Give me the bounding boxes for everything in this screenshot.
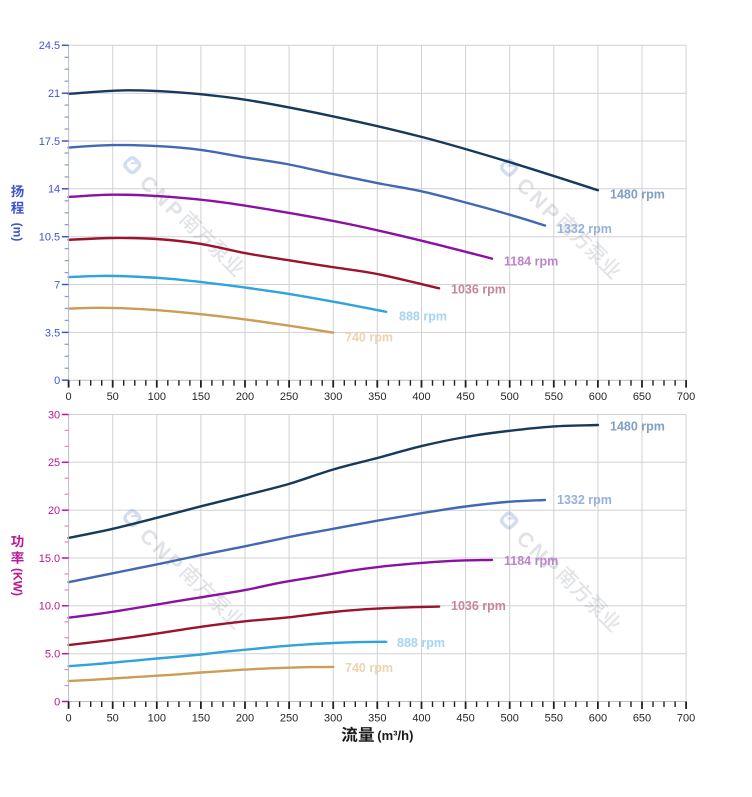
svg-text:740 rpm: 740 rpm bbox=[345, 661, 393, 675]
svg-text:30: 30 bbox=[48, 409, 60, 421]
svg-text:400: 400 bbox=[412, 391, 430, 403]
svg-text:600: 600 bbox=[589, 713, 607, 725]
svg-text:21: 21 bbox=[48, 88, 60, 100]
svg-text:5.0: 5.0 bbox=[45, 649, 60, 661]
svg-text:200: 200 bbox=[236, 713, 254, 725]
svg-text:1332 rpm: 1332 rpm bbox=[557, 493, 612, 507]
svg-text:1036 rpm: 1036 rpm bbox=[451, 283, 506, 297]
svg-text:50: 50 bbox=[107, 713, 119, 725]
svg-text:25: 25 bbox=[48, 457, 60, 469]
svg-text:740 rpm: 740 rpm bbox=[345, 331, 393, 345]
svg-text:1036 rpm: 1036 rpm bbox=[451, 599, 506, 613]
svg-text:24.5: 24.5 bbox=[39, 40, 60, 52]
svg-text:10.5: 10.5 bbox=[39, 232, 60, 244]
svg-text:888 rpm: 888 rpm bbox=[399, 310, 447, 324]
svg-text:1184 rpm: 1184 rpm bbox=[504, 255, 558, 269]
svg-text:7: 7 bbox=[54, 279, 60, 291]
svg-text:650: 650 bbox=[633, 391, 651, 403]
svg-text:15.0: 15.0 bbox=[39, 553, 60, 565]
svg-text:(m): (m) bbox=[11, 223, 25, 242]
svg-text:(KW): (KW) bbox=[11, 568, 25, 596]
svg-text:400: 400 bbox=[412, 713, 430, 725]
svg-text:500: 500 bbox=[501, 391, 519, 403]
svg-text:450: 450 bbox=[456, 391, 474, 403]
svg-text:50: 50 bbox=[107, 391, 119, 403]
svg-text:350: 350 bbox=[368, 713, 386, 725]
svg-text:650: 650 bbox=[633, 713, 651, 725]
svg-text:100: 100 bbox=[148, 391, 166, 403]
svg-text:14: 14 bbox=[48, 184, 60, 196]
svg-text:550: 550 bbox=[545, 713, 563, 725]
svg-text:600: 600 bbox=[589, 391, 607, 403]
svg-text:1184 rpm: 1184 rpm bbox=[504, 554, 558, 568]
svg-text:200: 200 bbox=[236, 391, 254, 403]
svg-text:300: 300 bbox=[324, 391, 342, 403]
svg-text:700: 700 bbox=[677, 391, 695, 403]
svg-text:1480 rpm: 1480 rpm bbox=[610, 188, 665, 202]
svg-text:500: 500 bbox=[501, 713, 519, 725]
svg-text:(m³/h): (m³/h) bbox=[377, 728, 413, 743]
svg-text:1332 rpm: 1332 rpm bbox=[557, 222, 612, 236]
svg-text:150: 150 bbox=[192, 391, 210, 403]
svg-text:250: 250 bbox=[280, 391, 298, 403]
svg-text:20: 20 bbox=[48, 505, 60, 517]
svg-text:888 rpm: 888 rpm bbox=[397, 636, 445, 650]
svg-text:250: 250 bbox=[280, 713, 298, 725]
svg-text:450: 450 bbox=[456, 713, 474, 725]
svg-text:0: 0 bbox=[54, 696, 60, 708]
svg-text:700: 700 bbox=[677, 713, 695, 725]
svg-text:10.0: 10.0 bbox=[39, 601, 60, 613]
svg-text:0: 0 bbox=[66, 391, 72, 403]
svg-text:0: 0 bbox=[54, 375, 60, 387]
svg-text:350: 350 bbox=[368, 391, 386, 403]
svg-text:550: 550 bbox=[545, 391, 563, 403]
svg-text:17.5: 17.5 bbox=[39, 136, 60, 148]
svg-text:300: 300 bbox=[324, 713, 342, 725]
svg-text:1480 rpm: 1480 rpm bbox=[610, 420, 665, 434]
svg-text:150: 150 bbox=[192, 713, 210, 725]
svg-text:100: 100 bbox=[148, 713, 166, 725]
svg-text:3.5: 3.5 bbox=[45, 327, 60, 339]
svg-text:0: 0 bbox=[66, 713, 72, 725]
